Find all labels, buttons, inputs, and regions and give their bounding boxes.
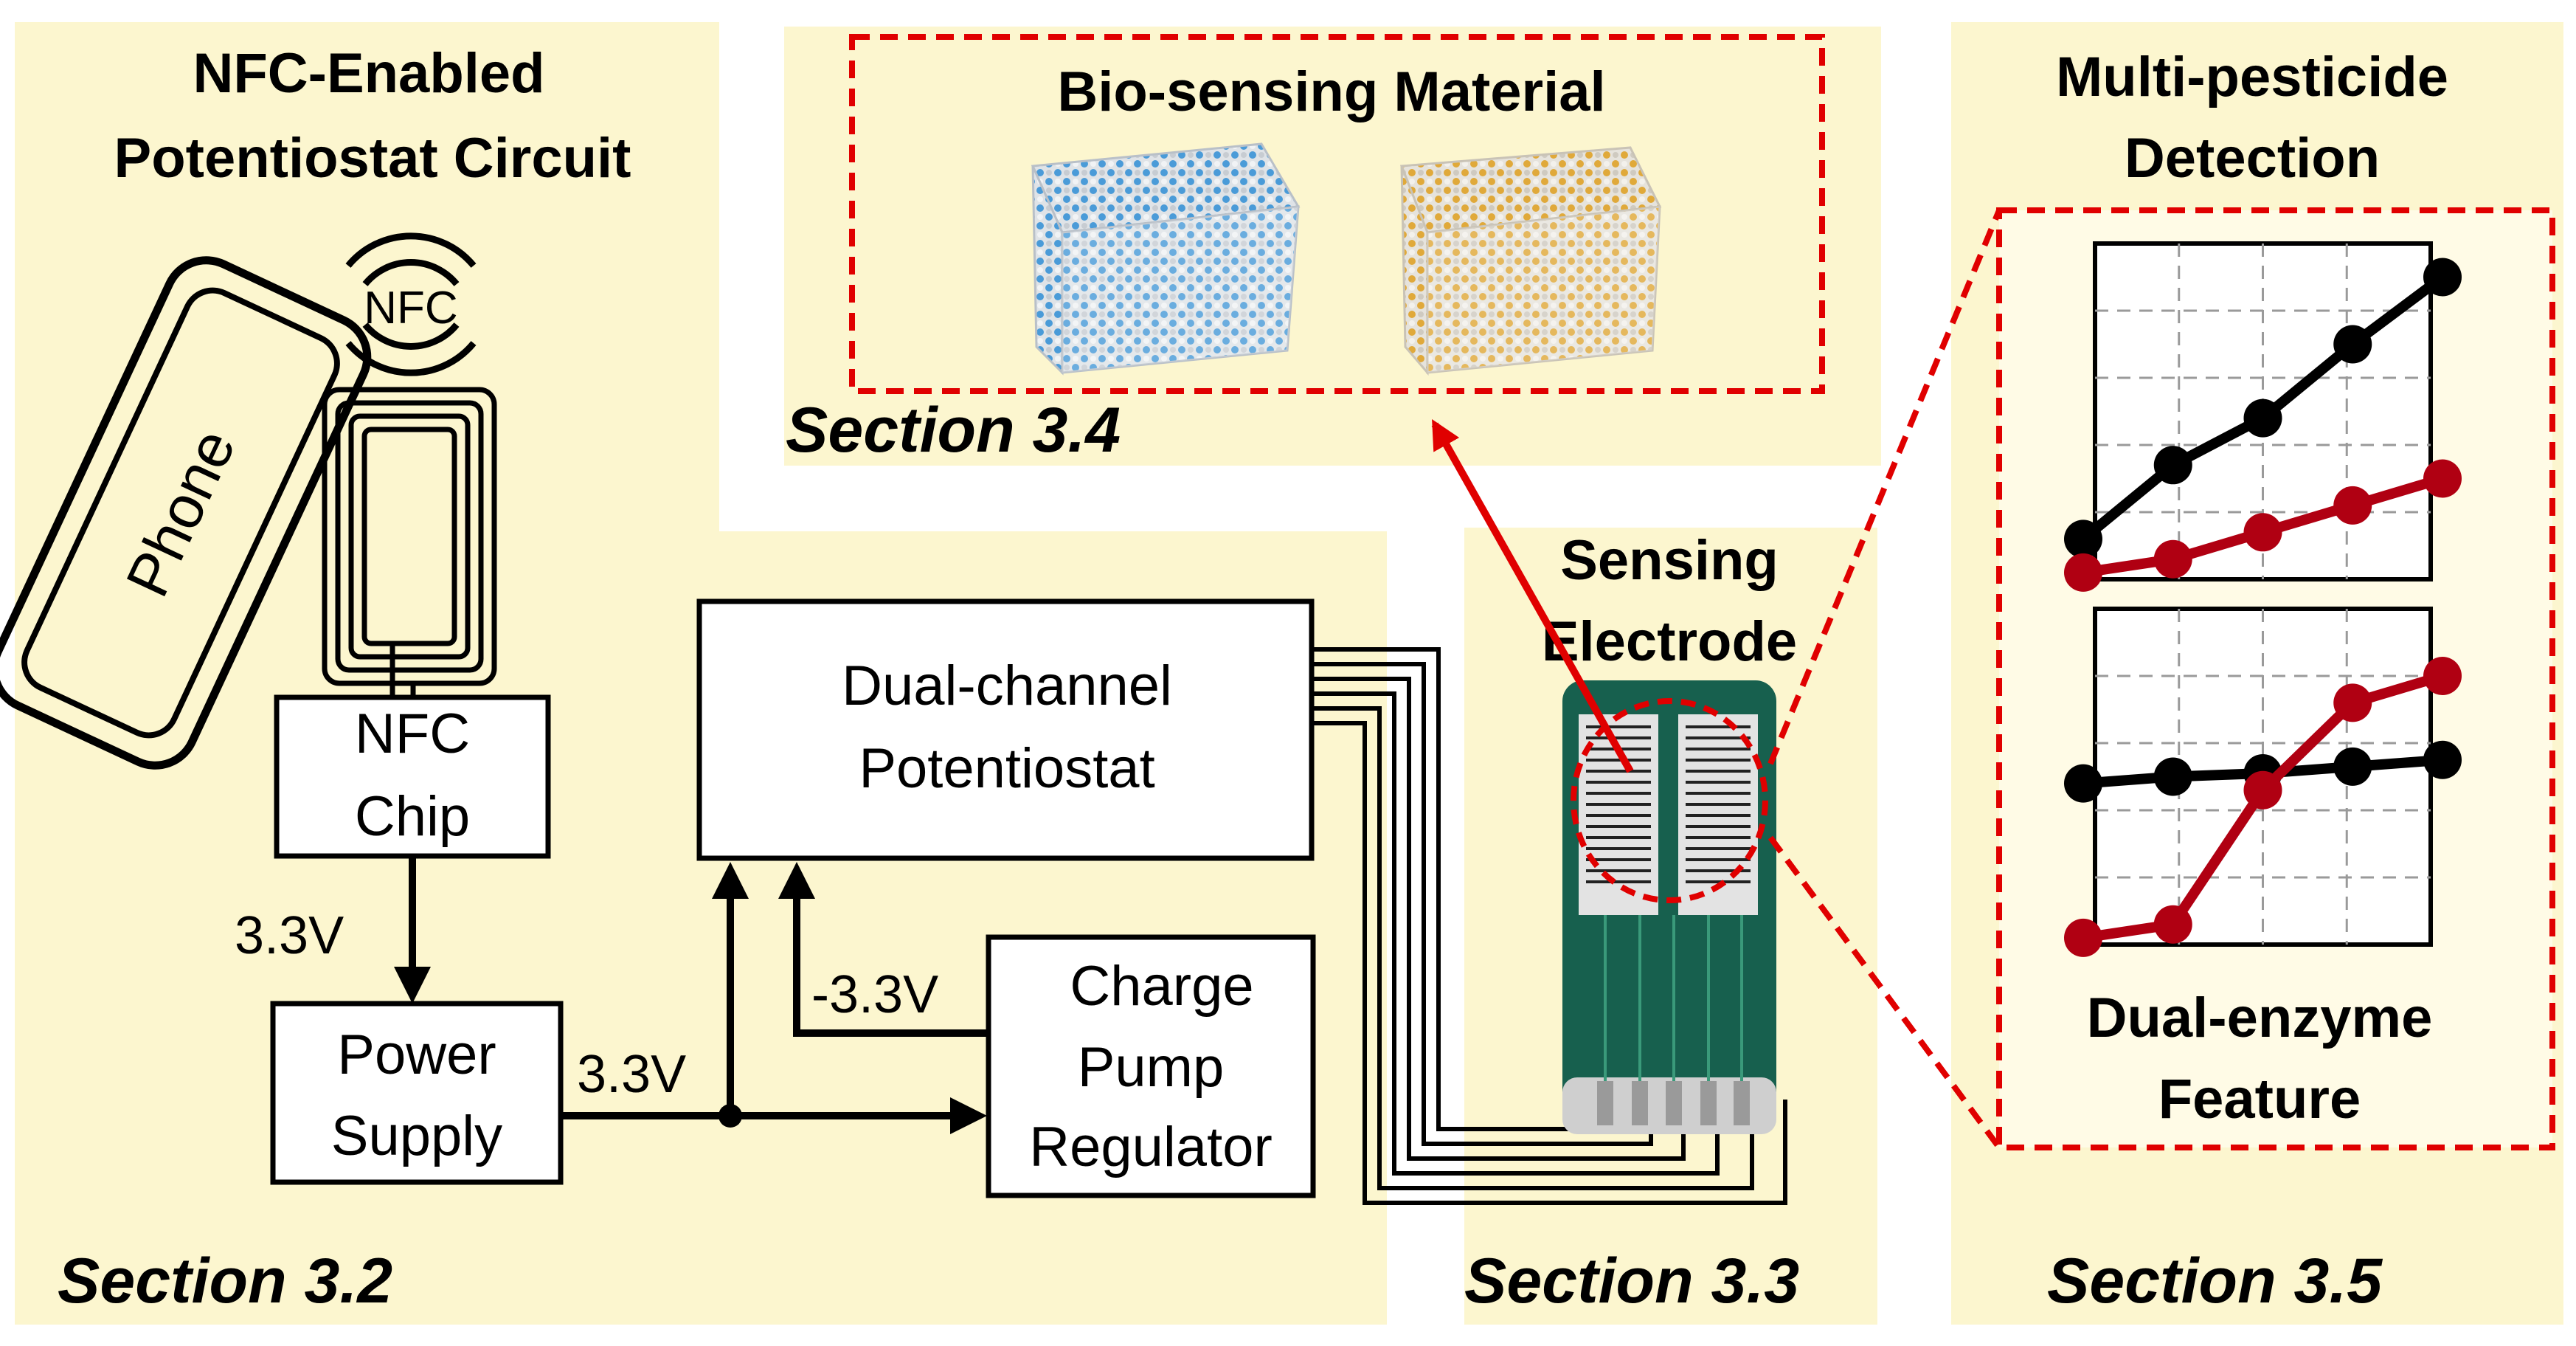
nfc-logo-text: NFC: [364, 283, 457, 334]
detection-title-line-2: Detection: [2125, 127, 2380, 190]
potentiostat-box: [696, 598, 1315, 861]
gold-material-cube-icon: [1399, 146, 1662, 376]
circuit-title-line-1: NFC-Enabled: [193, 42, 544, 105]
supply-output-voltage: 3.3V: [577, 1045, 686, 1104]
detection-section-label: Section 3.5: [2047, 1246, 2383, 1316]
series-point-black: [2333, 325, 2372, 364]
material-section-label: Section 3.4: [786, 395, 1121, 466]
material-panel: [784, 27, 1881, 466]
series-point-black: [2423, 258, 2462, 297]
series-point-red: [2333, 486, 2372, 525]
series-point-red: [2333, 683, 2372, 722]
power-supply-label-line-2: Supply: [331, 1105, 502, 1167]
potentiostat-label-line-1: Dual-channel: [842, 655, 1172, 717]
circuit-title-line-2: Potentiostat Circuit: [114, 127, 631, 190]
feature-label-line-2: Feature: [2158, 1068, 2361, 1131]
power-supply-label-line-1: Power: [337, 1024, 496, 1086]
series-point-black: [2153, 446, 2192, 485]
negative-rail-voltage: -3.3V: [811, 965, 938, 1024]
series-point-red: [2243, 770, 2282, 810]
electrode-to-material-arrow: [1431, 419, 1634, 773]
feature-label-line-1: Dual-enzyme: [2087, 987, 2433, 1049]
nfc-chip-label-line-2: Chip: [355, 785, 470, 848]
charge-pump-label-line-1: Charge: [1070, 955, 1253, 1018]
electrode-section-label: Section 3.3: [1464, 1246, 1799, 1316]
detection-chart-bottom: [2064, 607, 2462, 957]
sensing-electrode-icon: [1562, 680, 1776, 1134]
electrode-title-line-1: Sensing: [1560, 529, 1779, 592]
electrode-wires: [1312, 647, 1787, 1205]
nfc-coil-antenna: [322, 387, 497, 697]
nfc-logo-icon: NFC: [345, 232, 477, 376]
series-point-black: [2333, 747, 2372, 786]
blue-material-cube-icon: [1031, 142, 1301, 376]
series-point-black: [2243, 398, 2282, 438]
zoom-callout-top-line: [1767, 209, 2002, 765]
zoom-callout-bottom-line: [1767, 835, 2002, 1150]
charge-pump-label-line-2: Pump: [1078, 1036, 1225, 1099]
detection-title-line-1: Multi-pesticide: [2056, 46, 2448, 108]
series-point-red: [2153, 905, 2192, 944]
nfc-chip-box: [274, 694, 551, 859]
charge-pump-box: [986, 934, 1316, 1198]
potentiostat-label-line-2: Potentiostat: [859, 737, 1154, 800]
series-point-red: [2064, 918, 2102, 957]
chip-to-supply-voltage: 3.3V: [235, 906, 344, 965]
detection-chart-top: [2064, 241, 2462, 592]
series-point-red: [2243, 513, 2282, 552]
series-point-black: [2153, 757, 2192, 796]
material-highlight-box: [849, 34, 1825, 394]
series-point-black: [2423, 740, 2462, 779]
series-point-black: [2064, 764, 2102, 803]
electrode-title-line-2: Electrode: [1542, 610, 1797, 673]
series-point-red: [2064, 553, 2102, 592]
power-supply-box: [270, 1001, 564, 1185]
nfc-chip-label-line-1: NFC: [355, 703, 470, 765]
series-point-red: [2153, 539, 2192, 579]
negative-rail-arrow: [778, 862, 988, 1037]
electrode-zoom-circle: [1571, 698, 1768, 903]
charge-pump-label-line-3: Regulator: [1029, 1116, 1273, 1178]
series-point-red: [2423, 657, 2462, 695]
material-title: Bio-sensing Material: [1057, 61, 1605, 123]
circuit-section-label: Section 3.2: [58, 1246, 392, 1316]
series-point-black: [2064, 520, 2102, 559]
series-point-red: [2423, 459, 2462, 498]
